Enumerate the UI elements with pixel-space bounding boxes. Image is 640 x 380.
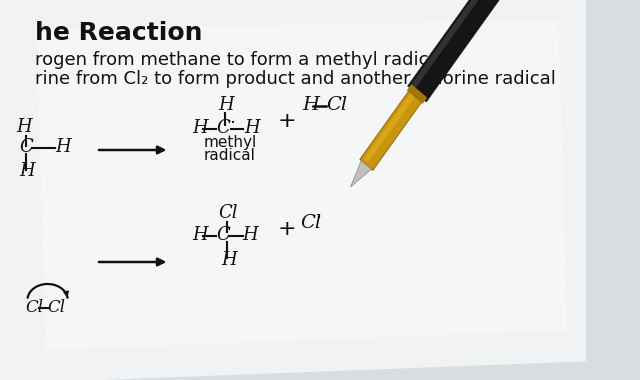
Text: Cl: Cl xyxy=(26,299,44,316)
Polygon shape xyxy=(351,161,371,187)
Text: C: C xyxy=(216,119,230,137)
Text: radical: radical xyxy=(203,148,255,163)
Text: C: C xyxy=(216,226,230,244)
Text: Cl: Cl xyxy=(47,299,66,316)
Text: H: H xyxy=(19,162,35,180)
Text: H: H xyxy=(192,226,208,244)
Text: rogen from methane to form a methyl radical.: rogen from methane to form a methyl radi… xyxy=(35,51,451,69)
Polygon shape xyxy=(408,0,613,102)
Text: he Reaction: he Reaction xyxy=(35,21,202,45)
Text: C: C xyxy=(19,138,33,156)
Polygon shape xyxy=(409,0,600,91)
Text: H: H xyxy=(55,138,70,156)
Polygon shape xyxy=(407,84,427,104)
Polygon shape xyxy=(36,20,568,350)
Text: rine from Cl₂ to form product and another chlorine radical: rine from Cl₂ to form product and anothe… xyxy=(35,70,556,88)
Text: ·: · xyxy=(228,114,235,132)
Text: H: H xyxy=(221,251,237,269)
Text: methyl: methyl xyxy=(203,135,257,150)
Text: +: + xyxy=(277,219,296,239)
Text: H: H xyxy=(218,96,234,114)
Text: H: H xyxy=(302,96,319,114)
Text: H: H xyxy=(244,119,260,137)
Polygon shape xyxy=(364,93,415,163)
Text: Cl: Cl xyxy=(326,96,348,114)
Polygon shape xyxy=(360,89,424,171)
Text: H: H xyxy=(243,226,259,244)
Text: Cl: Cl xyxy=(218,204,237,222)
Text: H: H xyxy=(17,118,32,136)
Text: Cl: Cl xyxy=(300,214,321,232)
Text: H: H xyxy=(192,119,208,137)
Text: +: + xyxy=(277,111,296,131)
Text: ·: · xyxy=(315,209,321,227)
Polygon shape xyxy=(0,0,622,380)
